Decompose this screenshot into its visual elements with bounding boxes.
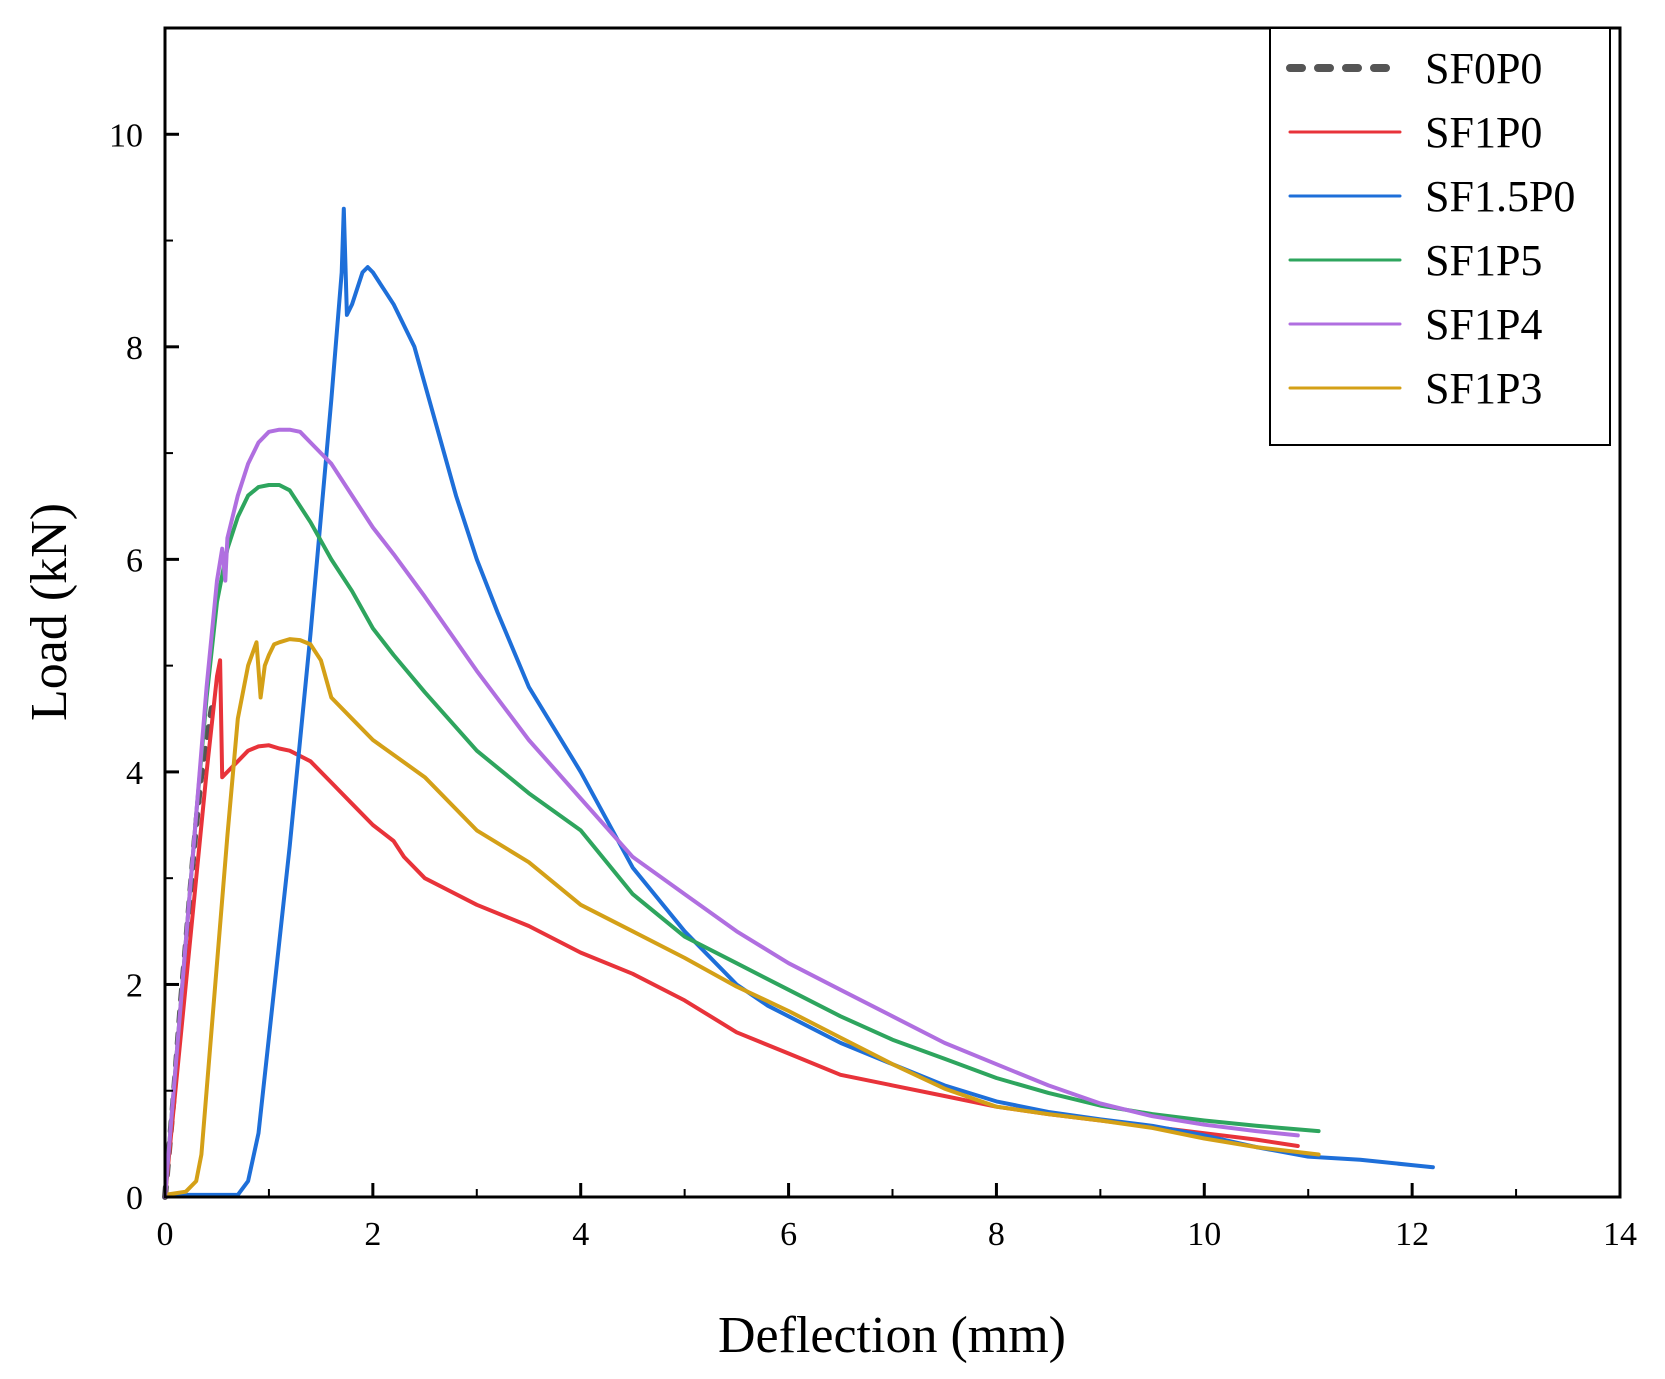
x-tick-label: 12 <box>1395 1216 1429 1253</box>
legend-label: SF1.5P0 <box>1425 172 1575 221</box>
x-tick-label: 14 <box>1603 1216 1637 1253</box>
y-axis-title: Load (kN) <box>21 503 78 721</box>
x-tick-label: 0 <box>157 1216 174 1253</box>
legend: SF0P0 SF1P0 SF1.5P0 SF1P5 SF1P4 SF1P3 <box>1269 27 1611 446</box>
x-axis-title: Deflection (mm) <box>718 1307 1066 1364</box>
series-line-sf1p4 <box>163 427 1300 1199</box>
y-tick-label: 6 <box>126 542 143 579</box>
legend-label: SF0P0 <box>1425 44 1542 93</box>
y-tick-label: 4 <box>126 755 143 792</box>
y-tick-label: 2 <box>126 967 143 1004</box>
axes-layer: 0 2 4 6 8 10 12 14 0 2 4 6 8 10 <box>109 117 1637 1253</box>
y-tick-label: 8 <box>126 330 143 367</box>
x-tick-label: 8 <box>988 1216 1005 1253</box>
legend-label: SF1P4 <box>1425 300 1542 349</box>
y-tick-label: 0 <box>126 1180 143 1217</box>
series-line-sf1p3 <box>163 637 1321 1197</box>
x-tick-label: 6 <box>780 1216 797 1253</box>
legend-label: SF1P0 <box>1425 108 1542 157</box>
legend-label: SF1P5 <box>1425 236 1542 285</box>
x-tick-label: 10 <box>1187 1216 1221 1253</box>
legend-label: SF1P3 <box>1425 364 1542 413</box>
x-tick-label: 2 <box>364 1216 381 1253</box>
x-tick-label: 4 <box>572 1216 589 1253</box>
series-layer <box>162 206 1435 1200</box>
y-tick-label: 10 <box>109 117 143 154</box>
series-line-sf1p0 <box>163 658 1300 1199</box>
legend-box <box>1269 27 1611 446</box>
